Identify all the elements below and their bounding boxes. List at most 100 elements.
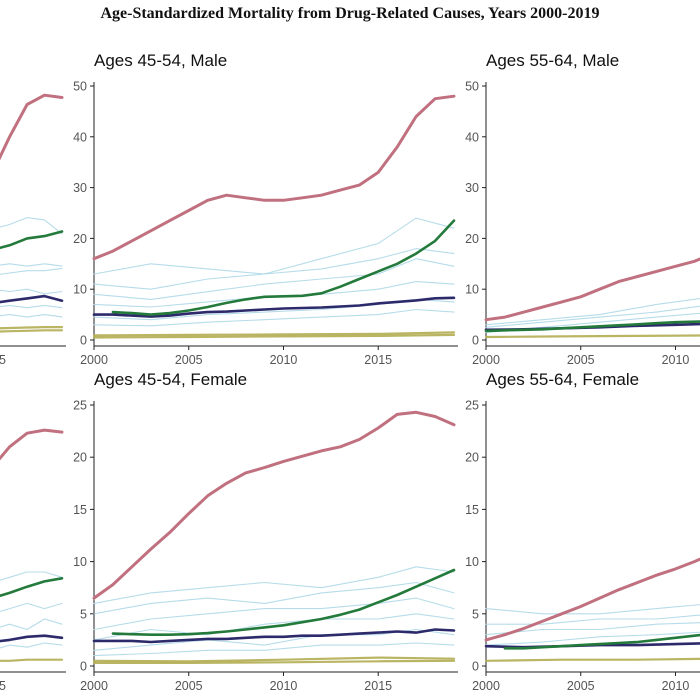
series-line-background — [0, 571, 63, 581]
y-tick-label: 5 — [472, 607, 479, 621]
x-tick-label: 2010 — [270, 679, 298, 693]
x-tick-label: 2015 — [364, 679, 392, 693]
series-line-background — [93, 258, 455, 300]
series-line-background — [0, 618, 63, 631]
x-tick-label: 2005 — [567, 679, 595, 693]
x-tick-label: 2005 — [175, 679, 203, 693]
x-tick-label: 2000 — [472, 353, 500, 367]
series-line-background — [485, 305, 700, 328]
x-tick-label: 2010 — [662, 353, 690, 367]
series-line-olive — [484, 334, 700, 339]
series-line-highlight — [0, 428, 64, 461]
x-tick-label: 2000 — [80, 353, 108, 367]
y-tick-label: 40 — [73, 130, 87, 144]
y-tick-label: 25 — [73, 399, 87, 413]
series-line-background — [93, 308, 455, 327]
panel-title: Ages 45-54, Male — [94, 51, 227, 70]
series-line-background — [93, 628, 455, 651]
x-tick-label: 2000 — [472, 679, 500, 693]
series-line-green — [111, 568, 456, 636]
series-line-background — [0, 642, 63, 649]
series-line-olive — [92, 656, 456, 663]
y-tick-label: 20 — [465, 451, 479, 465]
y-tick-label: 15 — [465, 503, 479, 517]
series-line-highlight — [484, 257, 700, 322]
y-tick-label: 0 — [472, 334, 479, 348]
series-line-background — [93, 642, 455, 657]
series-line-green — [0, 577, 64, 598]
chart-panel: 2015 — [0, 93, 66, 367]
series-line-olive — [484, 657, 700, 662]
series-line-background — [93, 566, 455, 604]
x-tick-label: 2015 — [0, 679, 6, 693]
y-tick-label: 0 — [80, 660, 87, 674]
series-line-background — [93, 281, 455, 308]
series-line-background — [0, 314, 63, 318]
y-tick-label: 10 — [465, 283, 479, 297]
series-line-highlight — [484, 557, 700, 642]
series-line-background — [0, 217, 63, 235]
x-tick-label: 2005 — [567, 353, 595, 367]
series-line-olive — [0, 329, 64, 333]
series-line-background — [93, 597, 455, 631]
y-tick-label: 0 — [80, 334, 87, 348]
panel-title: Ages 55-64, Female — [486, 370, 639, 389]
x-tick-label: 2005 — [175, 353, 203, 367]
x-tick-label: 2015 — [364, 353, 392, 367]
chart-panel: 0 10 20 30 40 50 2000 2005 2010 — [465, 80, 700, 367]
y-tick-label: 30 — [73, 181, 87, 195]
y-tick-label: 15 — [73, 503, 87, 517]
series-line-background — [485, 614, 700, 625]
panel-title: Ages 45-54, Female — [94, 370, 247, 389]
series-line-background — [93, 248, 455, 290]
y-tick-label: 20 — [73, 451, 87, 465]
series-line-background — [93, 217, 455, 275]
series-line-highlight — [92, 410, 456, 600]
series-line-background — [0, 263, 63, 267]
series-line-olive — [0, 658, 64, 662]
series-line-background — [485, 631, 700, 646]
series-line-background — [0, 288, 63, 295]
series-line-olive — [0, 326, 64, 330]
x-tick-label: 2010 — [270, 353, 298, 367]
series-line-background — [93, 581, 455, 615]
x-tick-label: 2010 — [662, 679, 690, 693]
series-line-green — [111, 219, 456, 316]
figure-title: Age-Standardized Mortality from Drug-Rel… — [100, 5, 600, 22]
chart-panel: 0 10 20 30 40 50 2000 2005 2010 2015 — [73, 80, 458, 367]
series-line-background — [485, 604, 700, 615]
series-line-highlight — [92, 94, 456, 261]
y-tick-label: 40 — [465, 130, 479, 144]
y-tick-label: 50 — [465, 80, 479, 94]
series-line-background — [93, 613, 455, 641]
series-line-navy — [92, 628, 456, 644]
y-tick-label: 10 — [73, 283, 87, 297]
chart-panel: 2015 — [0, 428, 66, 693]
y-tick-label: 30 — [465, 181, 479, 195]
series-line-olive — [92, 331, 456, 337]
series-line-navy — [92, 296, 456, 318]
series-line-green — [503, 633, 700, 650]
chart-panel: 0 5 10 15 20 25 2000 2005 2010 — [465, 399, 700, 693]
series-line-background — [0, 304, 63, 309]
y-tick-label: 0 — [472, 660, 479, 674]
y-tick-label: 50 — [73, 80, 87, 94]
series-line-olive — [92, 333, 456, 339]
y-tick-label: 20 — [465, 232, 479, 246]
series-line-navy — [0, 294, 64, 304]
chart-panel: 0 5 10 15 20 25 2000 2005 2010 2015 — [73, 399, 458, 693]
series-line-navy — [0, 634, 64, 643]
series-line-background — [485, 298, 700, 326]
series-line-background — [0, 267, 63, 275]
x-tick-label: 2015 — [0, 353, 6, 367]
series-line-highlight — [0, 93, 64, 161]
panel-title: Ages 55-64, Male — [486, 51, 619, 70]
series-line-green — [0, 230, 64, 250]
series-line-background — [0, 602, 63, 613]
series-line-olive — [92, 659, 456, 664]
series-line-green — [484, 320, 700, 333]
y-tick-label: 10 — [465, 555, 479, 569]
y-tick-label: 5 — [80, 607, 87, 621]
y-tick-label: 10 — [73, 555, 87, 569]
